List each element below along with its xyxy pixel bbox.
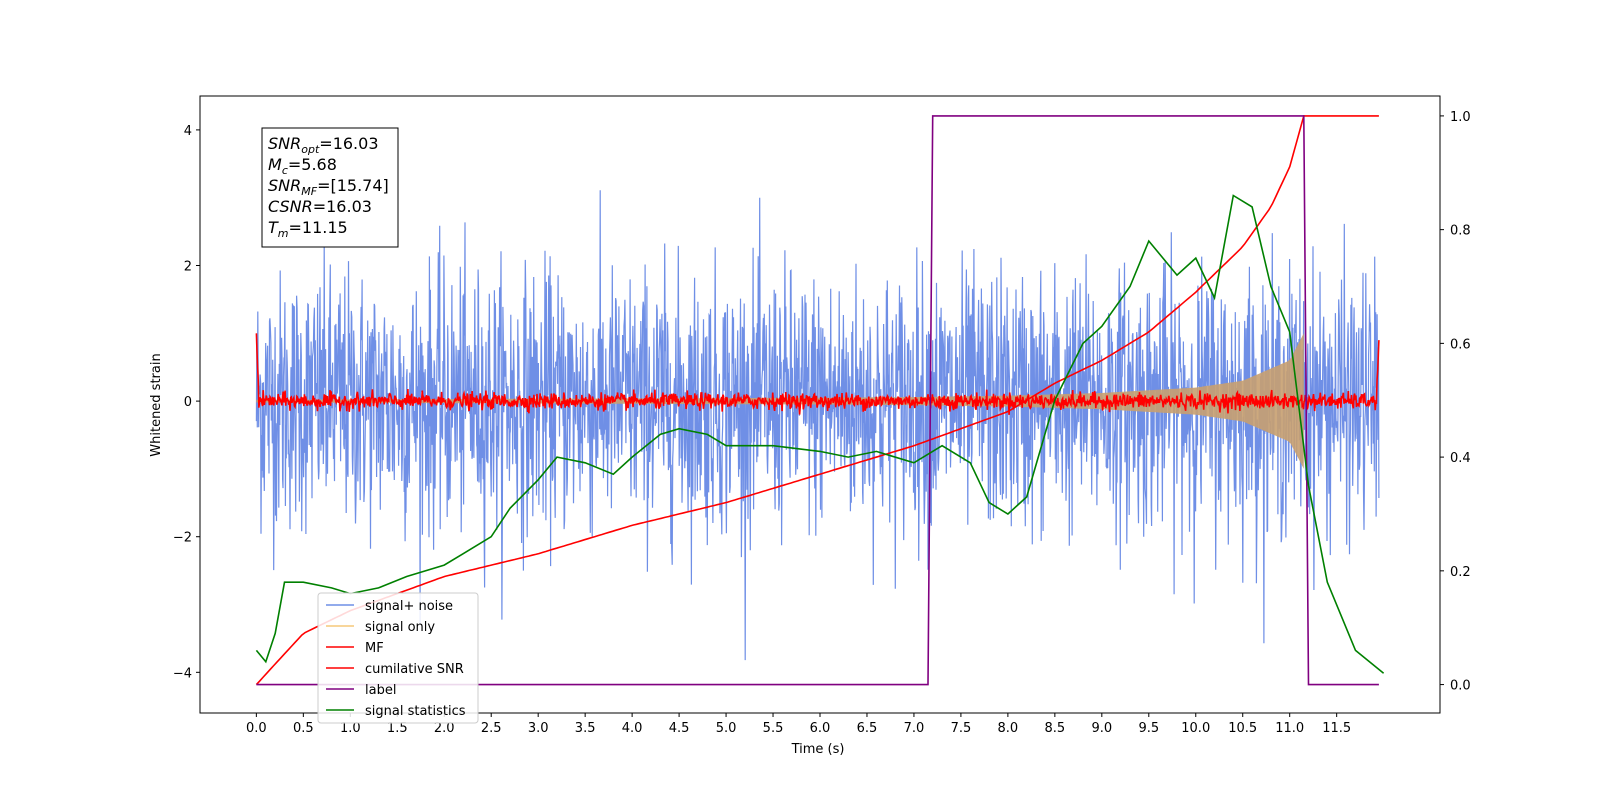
x-tick-label: 5.0 [716, 721, 737, 736]
annotation-line: Mc=5.68 [268, 155, 337, 177]
legend-label: signal only [365, 620, 435, 635]
axes-layer: 0.0 0.5 1.0 1.5 2.0 2.5 3.0 3.5 4.0 4.5 5.0 5.5 6.0 6… [173, 110, 1471, 736]
x-tick-label: 8.5 [1045, 721, 1066, 736]
x-tick-label: 11.0 [1275, 721, 1304, 736]
x-tick-label: 0.0 [246, 721, 267, 736]
y-right-tick-label: 0.4 [1450, 451, 1471, 466]
series-signal-statistics-line [255, 194, 1385, 674]
y-left-tick-label: 4 [184, 124, 192, 139]
y-left-tick-label: −4 [173, 666, 192, 681]
x-tick-label: 5.5 [763, 721, 784, 736]
y-left-tick-label: 0 [184, 395, 192, 410]
y-right-tick-label: 0.0 [1450, 679, 1471, 694]
annotation-line: CSNR=16.03 [268, 197, 372, 216]
x-tick-label: 9.5 [1138, 721, 1159, 736]
series-signal-noise-line [255, 190, 1380, 661]
x-tick-label: 7.5 [951, 721, 972, 736]
annotation-line: SNRopt=16.03 [268, 134, 379, 156]
x-tick-label: 10.0 [1181, 721, 1210, 736]
series-layer [255, 115, 1385, 686]
y-left-tick-label: −2 [173, 531, 192, 546]
legend-label: MF [365, 641, 384, 656]
legend-label: signal+ noise [365, 599, 453, 614]
x-tick-label: 4.5 [669, 721, 690, 736]
x-tick-label: 3.5 [575, 721, 596, 736]
legend: signal+ noise signal only MF cumilative SNR… [317, 592, 479, 724]
annotation-line: Tm=11.15 [268, 218, 348, 240]
legend-label: signal statistics [365, 704, 466, 719]
x-tick-label: 11.5 [1322, 721, 1351, 736]
x-tick-label: 1.0 [340, 721, 361, 736]
legend-frame [317, 592, 479, 724]
x-tick-label: 9.0 [1091, 721, 1112, 736]
series-label-line [256, 115, 1379, 686]
x-axis-label: Time (s) [791, 742, 845, 757]
y-right-tick-label: 1.0 [1450, 110, 1471, 125]
y-left-tick-label: 2 [184, 260, 192, 275]
x-tick-label: 2.5 [481, 721, 502, 736]
x-tick-label: 6.5 [857, 721, 878, 736]
x-tick-label: 8.0 [998, 721, 1019, 736]
y-axis-label-left: Whitened strain [149, 353, 164, 456]
series-mf-line [255, 333, 1380, 415]
annotation-frame [261, 127, 399, 248]
x-tick-label: 2.0 [434, 721, 455, 736]
y-right-tick-label: 0.6 [1450, 337, 1471, 352]
x-tick-label: 1.5 [387, 721, 408, 736]
x-tick-label: 0.5 [293, 721, 314, 736]
x-tick-label: 4.0 [622, 721, 643, 736]
stats-annotation-box: SNRopt=16.03Mc=5.68SNRMF=[15.74]CSNR=16.… [261, 127, 399, 248]
x-tick-label: 3.0 [528, 721, 549, 736]
series-cumilative-snr-line [255, 115, 1379, 686]
legend-label: cumilative SNR [365, 662, 464, 677]
y-right-tick-label: 0.2 [1450, 565, 1471, 580]
legend-label: label [365, 683, 396, 698]
x-tick-label: 6.0 [810, 721, 831, 736]
x-tick-label: 7.0 [904, 721, 925, 736]
x-tick-label: 10.5 [1228, 721, 1257, 736]
y-right-tick-label: 0.8 [1450, 224, 1471, 239]
annotation-line: SNRMF=[15.74] [268, 176, 389, 198]
